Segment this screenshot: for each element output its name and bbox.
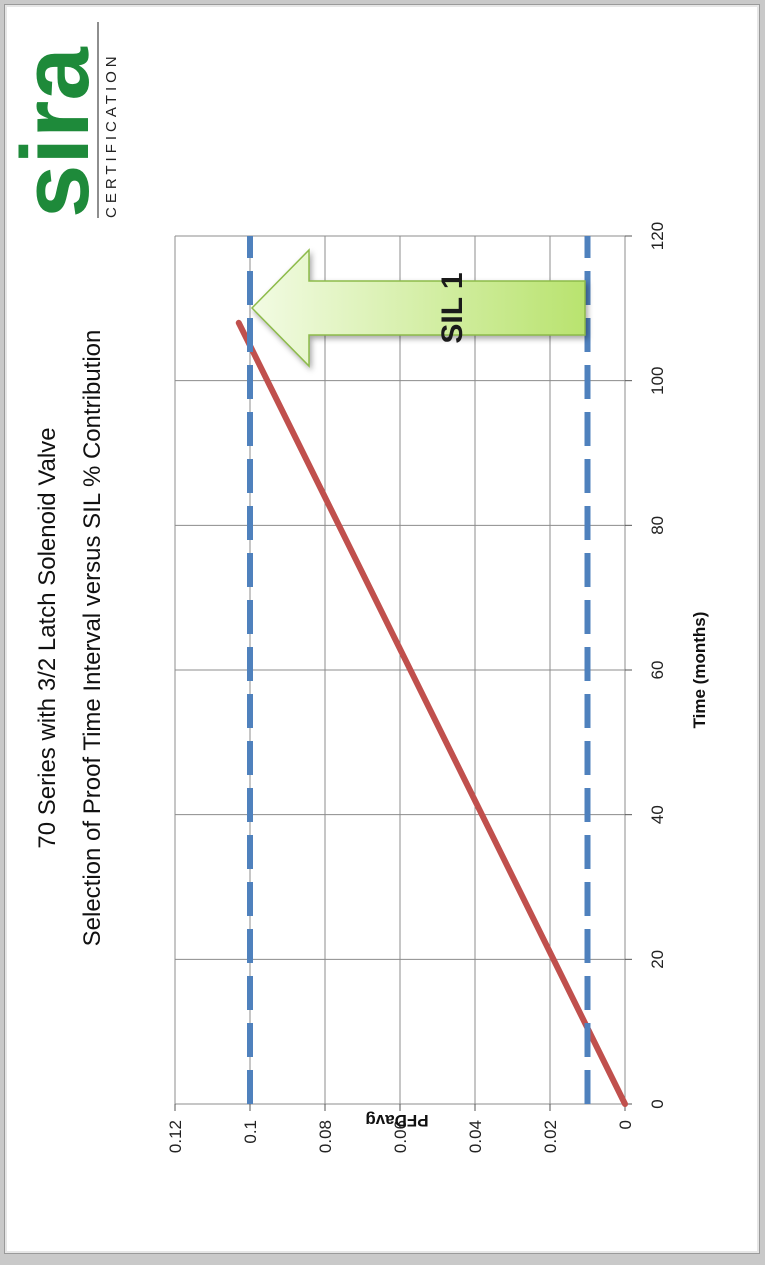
x-tick-label: 80 [648,516,667,535]
y-tick-label: 0.12 [166,1120,185,1153]
logo-tagline: CERTIFICATION [103,52,120,218]
y-tick-label: 0.08 [316,1120,335,1153]
page-frame [4,4,760,1254]
x-tick-label: 0 [648,1099,667,1108]
series-line-pfdavg [235,319,628,1107]
y-axis-label: PFDavg [365,1111,428,1130]
y-tick-label: 0.1 [241,1120,260,1144]
x-tick-label: 120 [648,222,667,250]
plot-area: 0 0.02 0.04 0.06 0.08 0.1 0.12 0 20 40 60 80 100 120 [166,222,667,1153]
x-axis-label: Time (months) [690,612,709,729]
y-tick-label: 0 [616,1120,635,1129]
x-tick-label: 20 [648,950,667,969]
sil1-label: SIL 1 [436,272,469,343]
x-tick-label: 100 [648,366,667,394]
sil1-callout: SIL 1 [250,248,586,368]
chart-subtitle: Selection of Proof Time Interval versus … [79,330,106,947]
x-tick-label: 60 [648,661,667,680]
chart-title: 70 Series with 3/2 Latch Solenoid Valve [34,427,61,848]
y-tick-labels: 0 0.02 0.04 0.06 0.08 0.1 0.12 [166,1120,635,1153]
series-layer [235,236,628,1107]
sil1-arrow-shape [250,248,586,368]
y-tick-label: 0.04 [466,1120,485,1153]
x-tick-label: 40 [648,805,667,824]
logo-wordmark: sira [2,47,109,218]
x-tick-labels: 0 20 40 60 80 100 120 [648,222,667,1109]
y-tick-label: 0.06 [391,1120,410,1153]
y-tick-label: 0.02 [541,1120,560,1153]
sira-logo: sira CERTIFICATION [2,22,120,218]
